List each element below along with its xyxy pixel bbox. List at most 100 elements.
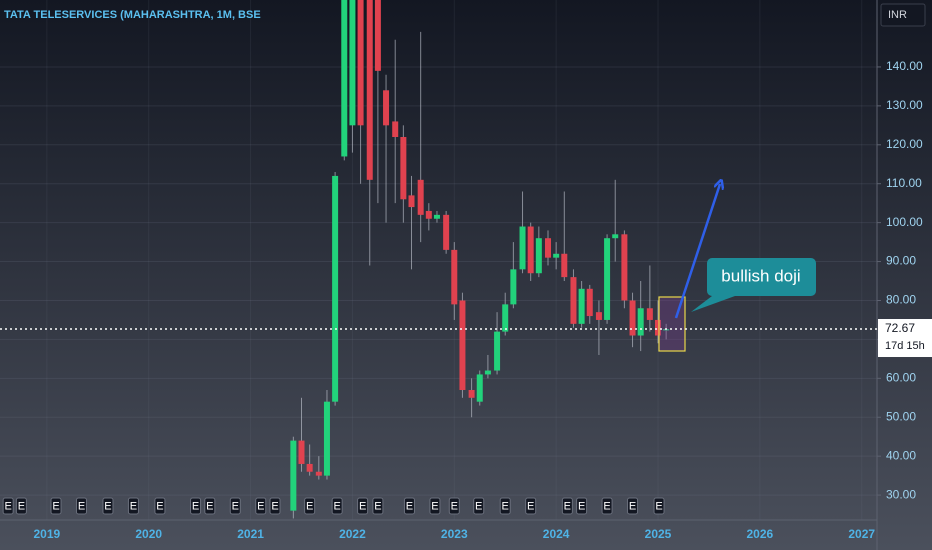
- y-tick-label: 100.00: [886, 215, 923, 229]
- earnings-label[interactable]: E: [271, 500, 278, 512]
- candle-body: [621, 234, 628, 301]
- earnings-marker: [473, 497, 485, 515]
- candle-body: [400, 137, 407, 200]
- earnings-marker: [204, 497, 216, 515]
- x-tick-label: 2019: [34, 527, 61, 541]
- earnings-marker: [499, 497, 511, 515]
- candle-body: [637, 308, 644, 336]
- arrow: [674, 184, 720, 319]
- earnings-label[interactable]: E: [527, 500, 534, 512]
- earnings-label[interactable]: E: [4, 500, 11, 512]
- candle-body: [570, 277, 577, 324]
- candle-body: [357, 0, 364, 126]
- y-tick-label: 140.00: [886, 59, 923, 73]
- y-tick-label: 50.00: [886, 409, 916, 423]
- earnings-marker: [229, 497, 241, 515]
- candle-body: [544, 238, 551, 258]
- earnings-label[interactable]: E: [156, 500, 163, 512]
- candle-body: [646, 308, 653, 320]
- earnings-label[interactable]: E: [629, 500, 636, 512]
- earnings-marker: [357, 497, 369, 515]
- earnings-marker: [15, 497, 27, 515]
- earnings-marker: [102, 497, 114, 515]
- earnings-label[interactable]: E: [431, 500, 438, 512]
- earnings-marker: [429, 497, 441, 515]
- currency[interactable]: INR: [888, 9, 907, 21]
- earnings-marker: [601, 497, 613, 515]
- candle-body: [392, 121, 399, 138]
- x-tick-label: 2020: [135, 527, 162, 541]
- candle-body: [315, 471, 322, 476]
- earnings-label[interactable]: E: [130, 500, 137, 512]
- earnings-label[interactable]: E: [104, 500, 111, 512]
- annotation: bullish doji: [721, 266, 800, 285]
- earnings-marker: [2, 497, 14, 515]
- y-tick-label: 80.00: [886, 293, 916, 307]
- candle-body: [468, 390, 475, 398]
- candle-body: [553, 253, 560, 258]
- candle-body: [425, 210, 432, 219]
- earnings-marker: [525, 497, 537, 515]
- earnings-label[interactable]: E: [406, 500, 413, 512]
- grid: [0, 0, 877, 520]
- earnings-label[interactable]: E: [206, 500, 213, 512]
- candle-body: [612, 234, 619, 239]
- earnings-marker: [50, 497, 62, 515]
- earnings-label[interactable]: E: [564, 500, 571, 512]
- candle-body: [443, 214, 450, 250]
- earnings-marker: [190, 497, 202, 515]
- earnings-label[interactable]: E: [18, 500, 25, 512]
- earnings-label[interactable]: E: [257, 500, 264, 512]
- candle-body: [510, 269, 517, 305]
- candle-body: [586, 288, 593, 317]
- earnings-label[interactable]: E: [232, 500, 239, 512]
- earnings-label[interactable]: E: [502, 500, 509, 512]
- axes: 30.0040.0050.0060.0070.0080.0090.00100.0…: [34, 59, 924, 541]
- earnings-label[interactable]: E: [374, 500, 381, 512]
- earnings-marker: [154, 497, 166, 515]
- x-tick-label: 2021: [237, 527, 264, 541]
- earnings-label[interactable]: E: [655, 500, 662, 512]
- candle-body: [595, 312, 602, 320]
- earnings-marker: [372, 497, 384, 515]
- earnings-label[interactable]: E: [306, 500, 313, 512]
- earnings-marker: [653, 497, 665, 515]
- candle-body: [535, 238, 542, 274]
- y-tick-label: 30.00: [886, 487, 916, 501]
- candle-body: [451, 249, 458, 305]
- candle-body: [374, 0, 381, 71]
- earnings-label[interactable]: E: [451, 500, 458, 512]
- candle-body: [604, 238, 611, 320]
- candle-body: [502, 304, 509, 332]
- currency-box[interactable]: [880, 3, 926, 27]
- candle-body: [306, 463, 313, 472]
- candle-body: [484, 370, 491, 375]
- earnings-label[interactable]: E: [192, 500, 199, 512]
- earnings-marker: [255, 497, 267, 515]
- candle-body: [476, 374, 483, 402]
- earnings-label[interactable]: E: [78, 500, 85, 512]
- earnings-label[interactable]: E: [475, 500, 482, 512]
- candle-body: [298, 440, 305, 464]
- chart-title: TATA TELESERVICES (MAHARASHTRA, 1M, BSE: [4, 9, 261, 21]
- candle-body: [433, 214, 440, 219]
- earnings-marker: [331, 497, 343, 515]
- earnings-label[interactable]: E: [359, 500, 366, 512]
- earnings-label[interactable]: E: [333, 500, 340, 512]
- earnings-marker: [576, 497, 588, 515]
- y-tick-label: 120.00: [886, 137, 923, 151]
- candle-body: [366, 0, 373, 180]
- candle-body: [578, 288, 585, 324]
- candle-body: [527, 226, 534, 274]
- earnings-label[interactable]: E: [603, 500, 610, 512]
- y-tick-label: 110.00: [886, 176, 922, 190]
- candle-body: [519, 226, 526, 270]
- last-price-box: [878, 319, 932, 358]
- earnings-label[interactable]: E: [578, 500, 585, 512]
- candle-body: [323, 401, 330, 476]
- candle-body: [629, 300, 636, 336]
- candle-body: [349, 0, 356, 126]
- candle-body: [332, 175, 339, 402]
- countdown-label: 17d 15h: [885, 340, 925, 352]
- earnings-label[interactable]: E: [52, 500, 59, 512]
